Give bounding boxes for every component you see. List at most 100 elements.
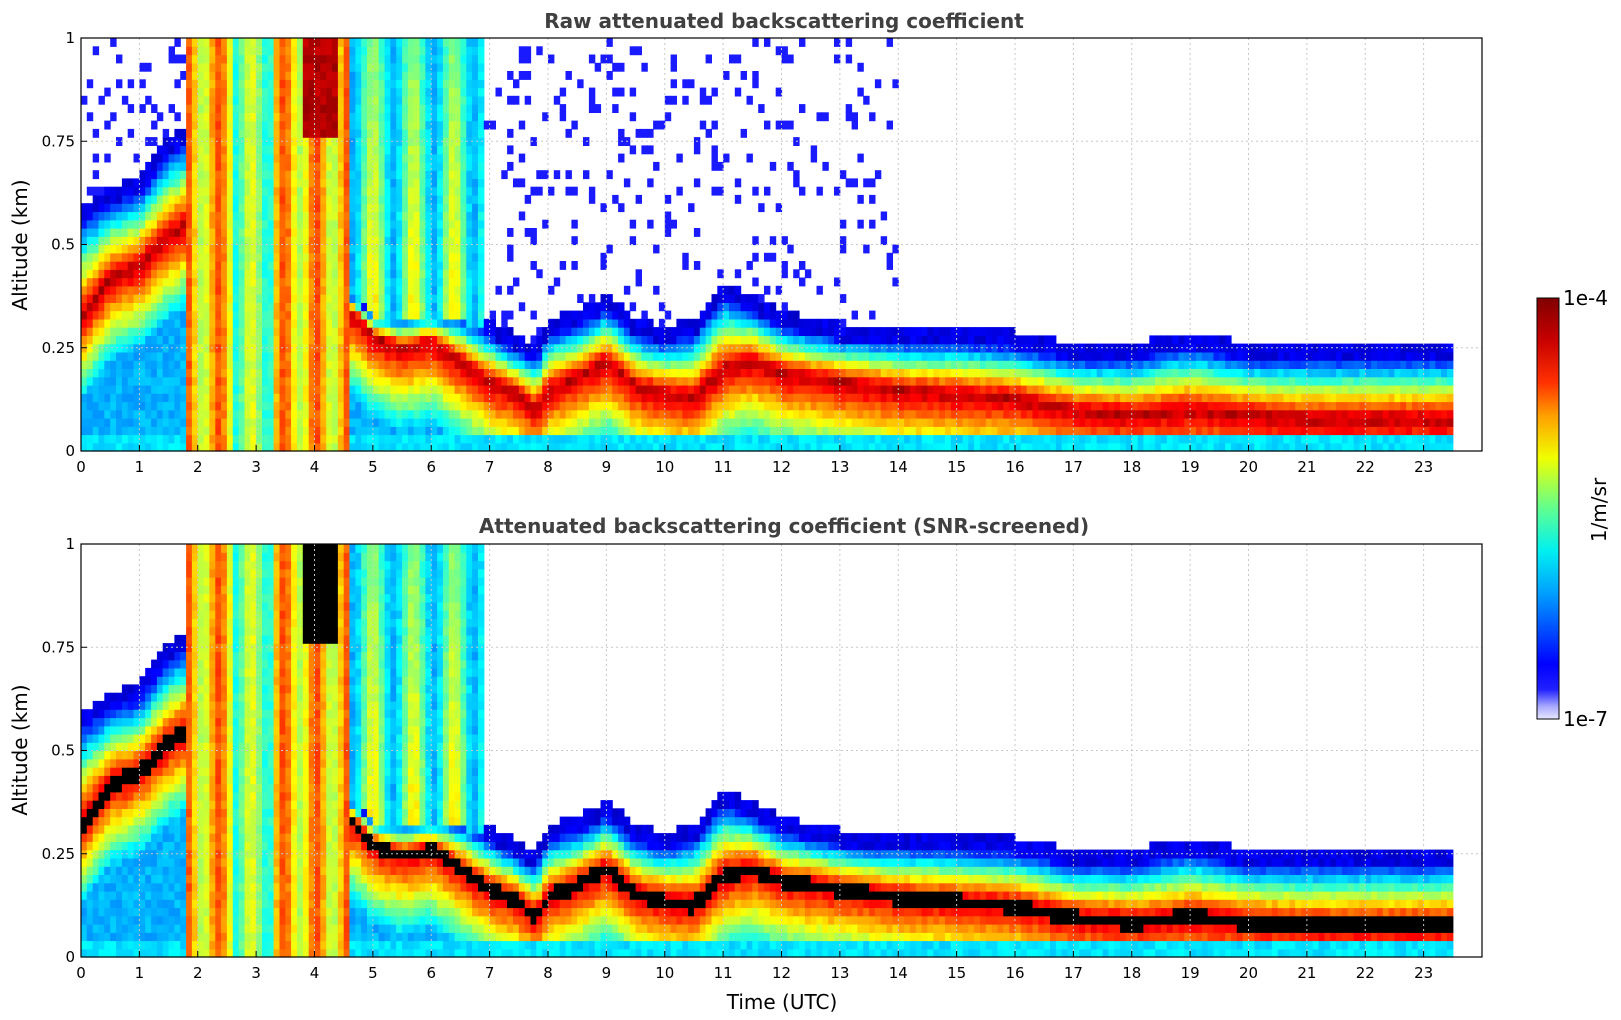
heatmap-cell: [92, 327, 100, 336]
heatmap-cell: [273, 285, 280, 295]
heatmap-cell: [349, 236, 356, 246]
heatmap-cell: [816, 351, 823, 361]
heatmap-cell: [314, 277, 321, 287]
heatmap-cell: [238, 302, 245, 312]
heatmap-cell: [483, 360, 491, 369]
heatmap-cell: [378, 401, 386, 411]
heatmap-cell: [407, 170, 415, 180]
heatmap-cell: [116, 186, 123, 196]
heatmap-cell: [793, 360, 800, 369]
heatmap-cell: [81, 434, 88, 444]
heatmap-cell: [501, 327, 508, 336]
heatmap-cell: [367, 219, 374, 229]
heatmap-cell: [232, 79, 240, 89]
heatmap-cell: [326, 161, 333, 171]
heatmap-cell: [880, 426, 888, 436]
heatmap-cell: [81, 442, 88, 452]
heatmap-cell: [775, 384, 783, 394]
heatmap-cell: [478, 186, 485, 196]
heatmap-cell: [448, 384, 456, 394]
heatmap-cell: [886, 327, 893, 336]
heatmap-cell: [291, 261, 298, 270]
heatmap-cell: [262, 310, 269, 320]
heatmap-cell: [361, 71, 368, 80]
heatmap-cell: [839, 335, 847, 345]
heatmap-cell: [355, 294, 362, 303]
heatmap-cell: [431, 79, 438, 89]
heatmap-cell: [437, 104, 444, 113]
heatmap-cell: [524, 376, 532, 386]
heatmap-cell: [279, 418, 286, 427]
heatmap-cell: [390, 79, 397, 89]
heatmap-cell: [186, 153, 193, 163]
heatmap-cell: [641, 62, 648, 72]
heatmap-cell: [203, 104, 210, 113]
heatmap-cell: [419, 194, 426, 204]
heatmap-cell: [256, 62, 263, 72]
heatmap-cell: [291, 277, 298, 287]
heatmap-cell: [332, 434, 339, 444]
heatmap-cell: [466, 409, 473, 419]
heatmap-cell: [501, 418, 508, 427]
heatmap-cell: [880, 360, 888, 369]
heatmap-cell: [431, 194, 438, 204]
heatmap-cell: [553, 277, 561, 287]
heatmap-cell: [583, 434, 590, 444]
heatmap-cell: [869, 434, 876, 444]
heatmap-cell: [273, 211, 280, 221]
heatmap-cell: [121, 252, 129, 262]
heatmap-cell: [355, 54, 362, 64]
heatmap-cell: [682, 327, 689, 336]
heatmap-cell: [863, 442, 870, 452]
heatmap-cell: [343, 360, 351, 369]
heatmap-cell: [956, 384, 963, 394]
heatmap-cell: [816, 318, 823, 328]
heatmap-cell: [717, 409, 724, 419]
heatmap-cell: [191, 285, 199, 295]
heatmap-cell: [980, 368, 987, 378]
heatmap-cell: [594, 62, 602, 72]
heatmap-cell: [489, 434, 496, 444]
heatmap-cell: [822, 360, 829, 369]
heatmap-cell: [250, 38, 257, 47]
heatmap-cell: [332, 368, 339, 378]
heatmap-cell: [221, 104, 228, 113]
heatmap-cell: [320, 104, 327, 113]
heatmap-cell: [991, 434, 999, 444]
heatmap-cell: [419, 269, 426, 279]
heatmap-cell: [372, 112, 380, 122]
heatmap-cell: [349, 120, 356, 130]
heatmap-cell: [314, 335, 321, 345]
heatmap-cell: [437, 409, 444, 419]
heatmap-cell: [378, 71, 386, 80]
heatmap-cell: [670, 79, 677, 89]
heatmap-cell: [565, 418, 572, 427]
heatmap-cell: [291, 153, 298, 163]
heatmap-cell: [466, 343, 473, 353]
heatmap-cell: [221, 120, 228, 130]
heatmap-cell: [769, 384, 777, 394]
heatmap-cell: [507, 310, 514, 320]
heatmap-cell: [478, 87, 485, 97]
heatmap-cell: [308, 384, 316, 394]
heatmap-cell: [553, 418, 561, 427]
heatmap-cell: [623, 401, 631, 411]
heatmap-cell: [308, 112, 316, 122]
heatmap-cell: [402, 219, 409, 229]
heatmap-cell: [332, 46, 339, 56]
heatmap-cell: [828, 418, 835, 427]
heatmap-cell: [793, 418, 800, 427]
heatmap-cell: [145, 228, 152, 237]
heatmap-cell: [448, 426, 456, 436]
heatmap-cell: [775, 351, 783, 361]
heatmap-cell: [396, 351, 403, 361]
heatmap-cell: [378, 360, 386, 369]
heatmap-cell: [215, 384, 222, 394]
heatmap-cell: [717, 418, 724, 427]
heatmap-cell: [419, 351, 426, 361]
heatmap-cell: [302, 360, 310, 369]
heatmap-cell: [419, 244, 426, 254]
heatmap-cell: [308, 71, 316, 80]
heatmap-cell: [133, 368, 140, 378]
heatmap-cell: [460, 310, 467, 320]
